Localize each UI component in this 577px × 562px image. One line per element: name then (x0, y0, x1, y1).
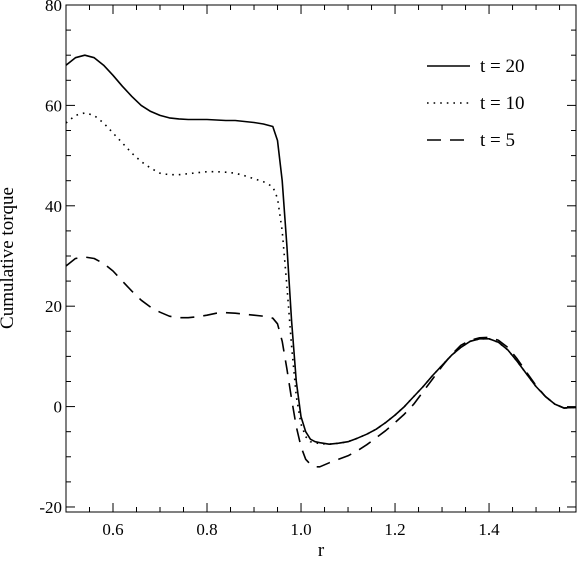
y-tick-label: 60 (45, 96, 62, 115)
y-tick-label: 0 (54, 398, 63, 417)
legend-label-1: t = 20 (480, 56, 525, 77)
legend: t = 20 t = 10 t = 5 (427, 56, 525, 151)
series-line-1 (65, 54, 576, 446)
y-tick-label: 40 (45, 197, 62, 216)
x-tick-label: 0.8 (196, 520, 217, 539)
series-layer (65, 54, 576, 468)
x-tick-label: 0.6 (102, 520, 123, 539)
y-tick-label: 20 (45, 297, 62, 316)
series-line-2 (65, 112, 576, 446)
plot-frame (65, 4, 577, 513)
series-line-3 (65, 256, 576, 468)
y-tick-label: 80 (45, 0, 62, 15)
y-axis-title: Cumulative torque (0, 187, 18, 329)
x-tick-label: 1.0 (290, 520, 311, 539)
x-tick-label: 1.4 (478, 520, 500, 539)
x-tick-label: 1.2 (384, 520, 405, 539)
y-tick-label: -20 (39, 498, 62, 517)
legend-label-3: t = 5 (480, 130, 515, 151)
legend-label-2: t = 10 (480, 93, 525, 114)
x-axis-title: r (318, 540, 325, 561)
